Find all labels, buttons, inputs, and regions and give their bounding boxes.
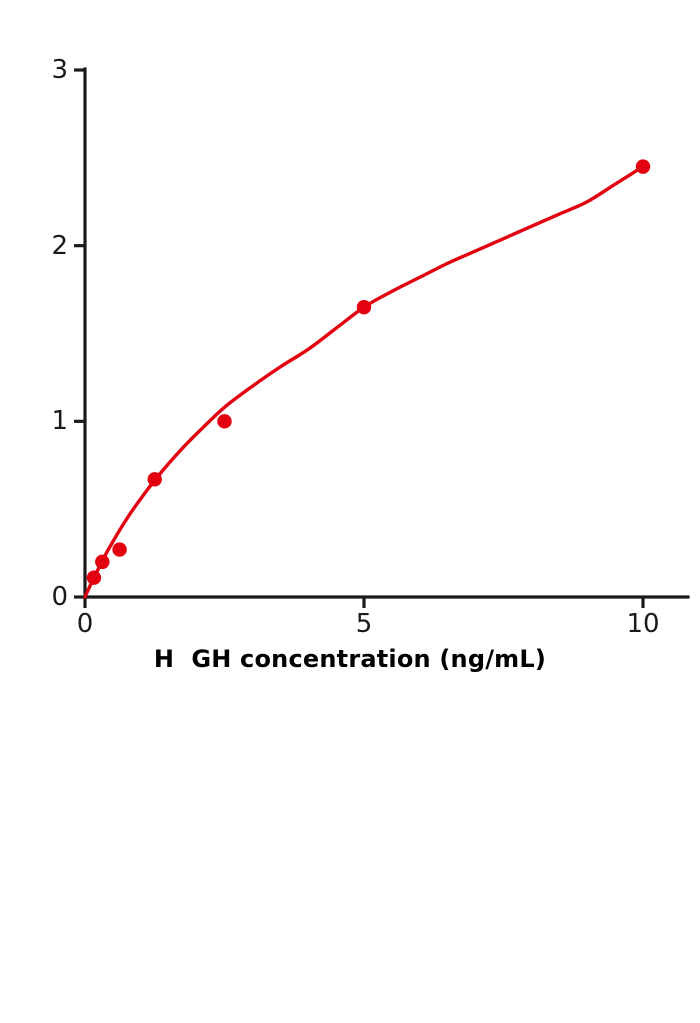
y-tick-label: 3 xyxy=(51,55,68,85)
x-tick-label: 10 xyxy=(626,609,660,639)
y-tick-label: 0 xyxy=(51,582,68,612)
x-tick-label: 0 xyxy=(76,609,94,639)
fit-curve xyxy=(83,164,645,599)
x-tick-label: 5 xyxy=(355,609,373,639)
data-point-marker xyxy=(86,570,102,585)
data-point-marker xyxy=(95,554,110,570)
data-point-marker xyxy=(147,472,162,487)
data-point-marker xyxy=(217,414,232,429)
data-points xyxy=(86,159,651,585)
y-axis-ticks xyxy=(74,68,85,599)
data-point-marker xyxy=(635,159,651,174)
plot-canvas xyxy=(74,67,690,608)
x-axis-ticks xyxy=(83,597,645,608)
axes-lines xyxy=(83,67,690,599)
x-axis-title: H GH concentration (ng/mL) xyxy=(153,645,547,673)
y-tick-label: 2 xyxy=(51,230,68,261)
data-point-marker xyxy=(112,542,127,557)
data-point-marker xyxy=(356,299,372,315)
y-tick-label: 1 xyxy=(51,406,68,437)
